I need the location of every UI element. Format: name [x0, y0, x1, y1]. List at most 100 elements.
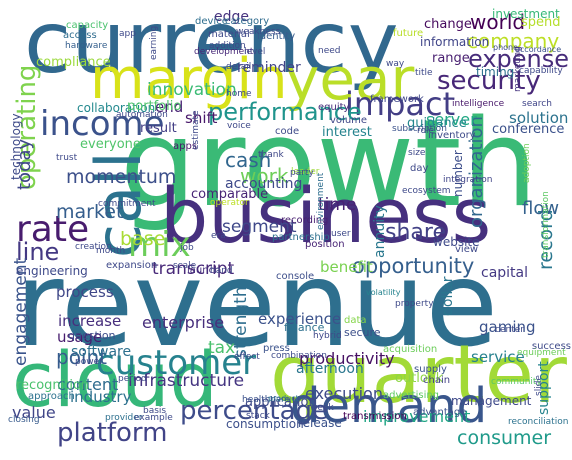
cloud-word: effect	[234, 352, 260, 362]
cloud-word: enterprise	[142, 313, 225, 332]
cloud-word: margin	[90, 47, 288, 112]
cloud-word: management	[451, 394, 532, 408]
cloud-word: improvement	[363, 407, 471, 426]
cloud-word: investment	[492, 7, 560, 21]
cloud-word: reminder	[237, 60, 301, 76]
cloud-word: strength	[231, 286, 251, 358]
cloud-word: reconciliation	[508, 417, 569, 427]
cloud-word: finance	[284, 321, 325, 334]
cloud-word: weakness	[236, 27, 281, 37]
cloud-word: center	[495, 325, 524, 335]
cloud-word: hybrid	[313, 331, 342, 341]
cloud-word: increase	[58, 312, 122, 330]
cloud-word: creation	[75, 242, 112, 252]
cloud-word: change	[424, 17, 472, 32]
cloud-word: operator	[210, 198, 249, 208]
cloud-word: innovation	[147, 80, 237, 100]
cloud-word: period	[118, 374, 147, 384]
cloud-word: comparable	[191, 187, 269, 202]
cloud-word: integration	[443, 175, 493, 185]
cloud-word: shift	[185, 109, 218, 127]
cloud-word: launch	[187, 265, 221, 276]
cloud-word: future	[393, 28, 424, 39]
cloud-word: environment	[316, 172, 326, 230]
cloud-word: capital	[481, 265, 529, 281]
cloud-word: income	[40, 104, 165, 144]
cloud-word: material	[208, 29, 250, 40]
cloud-word: quarter	[270, 328, 567, 421]
cloud-word: provider	[105, 413, 143, 423]
cloud-word: apps	[173, 141, 198, 152]
cloud-word: framework	[370, 94, 424, 105]
cloud-word: basis	[143, 406, 167, 416]
cloud-word: accounting	[225, 176, 303, 192]
cloud-word: stack	[246, 411, 270, 421]
cloud-word: portfolio	[127, 99, 182, 114]
cloud-word: solution	[509, 109, 569, 127]
cloud-word: approach	[28, 391, 75, 402]
cloud-word: hand	[210, 266, 233, 276]
cloud-word: base	[120, 228, 166, 250]
cloud-word: device	[195, 16, 228, 27]
cloud-word: transmission	[343, 411, 407, 422]
cloud-word: volatility	[366, 288, 401, 297]
cloud-word: end	[155, 98, 184, 116]
cloud-word: party	[290, 168, 314, 178]
cloud-word: level	[244, 47, 266, 57]
cloud-word: process	[56, 283, 114, 301]
cloud-word: work	[240, 164, 289, 188]
cloud-word: momentum	[66, 166, 177, 188]
cloud-word: service	[471, 348, 525, 366]
cloud-word: week	[310, 403, 334, 413]
cloud-word: year	[285, 45, 415, 113]
cloud-word: volume	[330, 115, 368, 126]
cloud-word: intelligence	[452, 99, 505, 109]
cloud-word: server	[426, 110, 477, 129]
cloud-word: example	[134, 413, 173, 423]
cloud-word: currency	[24, 0, 399, 93]
cloud-word: recognition	[16, 378, 90, 393]
cloud-word: spend	[521, 15, 561, 30]
cloud-word: day	[410, 163, 429, 174]
cloud-word: mix	[128, 225, 191, 265]
cloud-word: security	[437, 66, 541, 96]
cloud-word: information	[420, 35, 490, 49]
cloud-word: slide	[534, 375, 544, 396]
cloud-word: view	[455, 244, 479, 255]
cloud-word: addition	[209, 41, 246, 51]
cloud-word: industry	[70, 388, 132, 406]
cloud-word: category	[225, 16, 270, 27]
cloud-word: supply	[414, 364, 447, 375]
cloud-word: success	[531, 341, 571, 352]
cloud-word: demand	[290, 378, 488, 434]
cloud-word: customer	[96, 343, 257, 383]
cloud-word: capacity	[66, 20, 109, 31]
cloud-word: thank	[258, 150, 284, 160]
cloud-word: experience	[258, 310, 342, 328]
cloud-word: inventory	[428, 130, 476, 141]
cloud-word: everyone	[80, 137, 141, 152]
cloud-word: business	[160, 171, 492, 260]
cloud-word: chain	[423, 375, 451, 386]
cloud-word: opportunity	[352, 254, 475, 278]
cloud-word: product	[268, 394, 299, 403]
cloud-word: time	[318, 195, 357, 215]
cloud-word: user	[331, 229, 351, 239]
cloud-word: infrastructure	[128, 371, 245, 391]
cloud-word: commitment	[98, 199, 156, 209]
cloud-word: development	[194, 47, 254, 57]
cloud-word: technology	[9, 113, 23, 180]
cloud-word: era	[211, 231, 226, 241]
cloud-word: title	[415, 68, 433, 78]
cloud-word: usage	[57, 328, 103, 346]
cloud-word: search	[522, 99, 552, 109]
cloud-word: data	[344, 315, 367, 326]
cloud-word: software	[71, 344, 132, 360]
cloud-word: revenue	[15, 235, 499, 373]
cloud-word: performance	[208, 98, 362, 126]
cloud-word: adoption	[522, 143, 532, 183]
cloud-word: flow	[522, 198, 560, 219]
cloud-word: scale	[173, 261, 197, 271]
cloud-word: transcript	[152, 259, 235, 279]
cloud-word: phone	[493, 43, 519, 52]
